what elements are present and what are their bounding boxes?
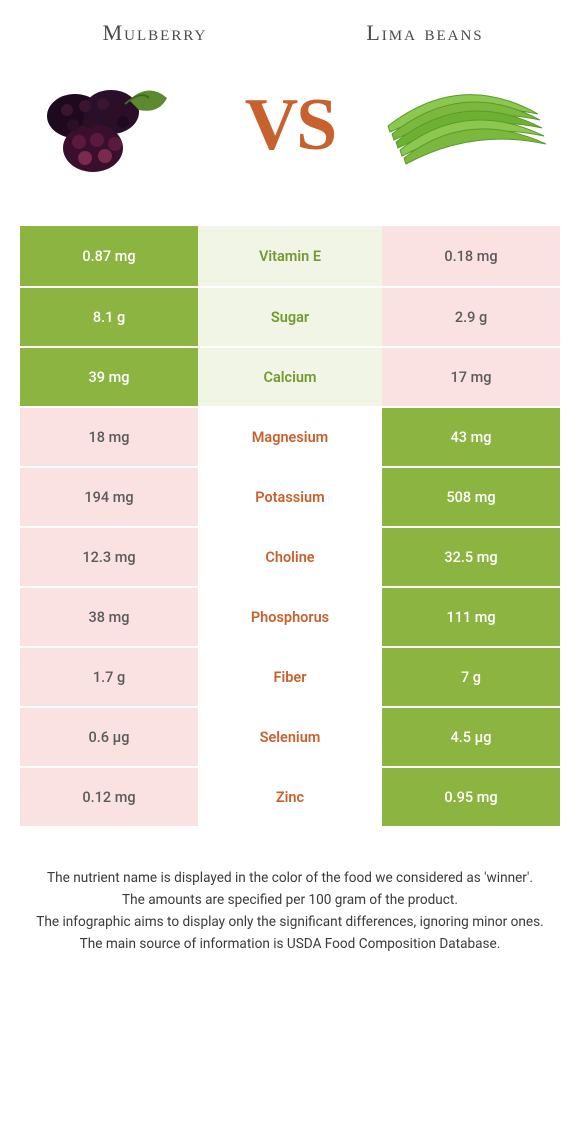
nutrient-name: Zinc [198, 768, 382, 826]
left-value: 12.3 mg [20, 528, 198, 586]
nutrient-row: 0.87 mgVitamin E0.18 mg [20, 226, 560, 286]
left-value: 0.12 mg [20, 768, 198, 826]
nutrient-name: Potassium [198, 468, 382, 526]
nutrient-table: 0.87 mgVitamin E0.18 mg8.1 gSugar2.9 g39… [20, 226, 560, 826]
note-4: The main source of information is USDA F… [34, 934, 546, 955]
left-value: 1.7 g [20, 648, 198, 706]
right-value: 7 g [382, 648, 560, 706]
nutrient-name: Selenium [198, 708, 382, 766]
left-value: 194 mg [20, 468, 198, 526]
hero-row: VS [20, 70, 560, 180]
right-value: 111 mg [382, 588, 560, 646]
nutrient-row: 0.6 µgSelenium4.5 µg [20, 706, 560, 766]
nutrient-name: Sugar [198, 288, 382, 346]
mulberry-icon [30, 70, 210, 180]
nutrient-row: 12.3 mgCholine32.5 mg [20, 526, 560, 586]
nutrient-row: 8.1 gSugar2.9 g [20, 286, 560, 346]
nutrient-name: Fiber [198, 648, 382, 706]
lima-beans-icon [370, 70, 550, 180]
nutrient-row: 0.12 mgZinc0.95 mg [20, 766, 560, 826]
left-value: 39 mg [20, 348, 198, 406]
right-value: 508 mg [382, 468, 560, 526]
right-value: 43 mg [382, 408, 560, 466]
left-value: 0.87 mg [20, 226, 198, 286]
food-left-title: Mulberry [20, 20, 290, 46]
note-1: The nutrient name is displayed in the co… [34, 868, 546, 889]
right-value: 4.5 µg [382, 708, 560, 766]
vs-label: VS [245, 83, 336, 168]
right-value: 2.9 g [382, 288, 560, 346]
footnotes: The nutrient name is displayed in the co… [20, 826, 560, 955]
nutrient-row: 39 mgCalcium17 mg [20, 346, 560, 406]
nutrient-row: 18 mgMagnesium43 mg [20, 406, 560, 466]
nutrient-row: 38 mgPhosphorus111 mg [20, 586, 560, 646]
nutrient-name: Calcium [198, 348, 382, 406]
food-titles: Mulberry Lima beans [20, 20, 560, 46]
left-value: 18 mg [20, 408, 198, 466]
right-value: 0.18 mg [382, 226, 560, 286]
nutrient-name: Choline [198, 528, 382, 586]
left-value: 8.1 g [20, 288, 198, 346]
nutrient-row: 1.7 gFiber7 g [20, 646, 560, 706]
left-value: 0.6 µg [20, 708, 198, 766]
right-value: 32.5 mg [382, 528, 560, 586]
nutrient-row: 194 mgPotassium508 mg [20, 466, 560, 526]
right-value: 17 mg [382, 348, 560, 406]
food-right-title: Lima beans [290, 20, 560, 46]
nutrient-name: Vitamin E [198, 226, 382, 286]
left-value: 38 mg [20, 588, 198, 646]
note-2: The amounts are specified per 100 gram o… [34, 890, 546, 911]
right-value: 0.95 mg [382, 768, 560, 826]
note-3: The infographic aims to display only the… [34, 912, 546, 933]
nutrient-name: Phosphorus [198, 588, 382, 646]
nutrient-name: Magnesium [198, 408, 382, 466]
